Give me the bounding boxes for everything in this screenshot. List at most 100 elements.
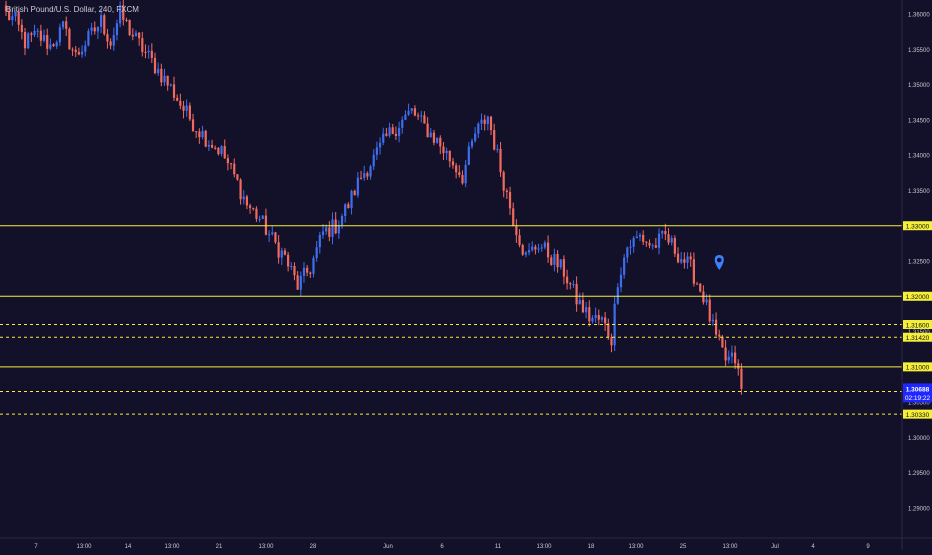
candle-body <box>52 44 55 47</box>
candle-body <box>109 41 112 46</box>
candle-body <box>426 123 429 138</box>
candle-body <box>138 32 141 39</box>
candle-body <box>730 352 734 357</box>
candle-body <box>359 177 363 179</box>
candle-body <box>461 174 464 184</box>
candle-body <box>474 133 477 141</box>
candle-body <box>673 238 676 254</box>
x-tick-label: 13:00 <box>258 544 274 550</box>
candle-body <box>163 75 166 83</box>
y-tick-label: 1.29500 <box>908 471 930 477</box>
candle-body <box>119 5 122 24</box>
candle-body <box>559 259 562 268</box>
price-axis[interactable]: 1.36000 1.35500 1.35000 1.34500 1.34000 1.335… <box>908 13 930 513</box>
last-price-label-bg <box>903 383 932 403</box>
candle-body <box>642 234 645 242</box>
candle-body <box>299 275 302 290</box>
candle-body <box>740 368 743 389</box>
candle-body <box>306 267 309 273</box>
last-price-label: 1.30688 <box>906 386 930 393</box>
candle-body <box>432 132 436 143</box>
candle-body <box>312 257 315 274</box>
candle-body <box>296 275 299 290</box>
candle-body <box>683 259 686 263</box>
candle-body <box>581 299 585 313</box>
candle-body <box>724 347 727 361</box>
candle-body <box>410 108 413 111</box>
candle-body <box>664 231 667 235</box>
candle-body <box>30 33 33 35</box>
candle-body <box>103 15 106 35</box>
candle-body <box>245 196 249 206</box>
candle-body <box>242 196 245 200</box>
candle-body <box>397 127 401 136</box>
horizontal-levels <box>0 225 902 415</box>
candle-body <box>236 174 239 180</box>
candle-body <box>540 247 543 249</box>
candle-body <box>49 44 52 49</box>
map-pin-hole <box>716 257 722 263</box>
candle-body <box>293 265 296 276</box>
y-tick-label: 1.30000 <box>908 436 930 442</box>
candle-body <box>429 132 432 138</box>
candle-body <box>55 42 58 47</box>
candle-body <box>248 205 252 208</box>
y-tick-label: 1.35500 <box>908 48 930 54</box>
candle-body <box>543 242 546 248</box>
candle-body <box>172 84 176 98</box>
candle-body <box>134 32 138 37</box>
x-tick-label: 28 <box>310 544 317 550</box>
candle-body <box>147 50 150 53</box>
candle-body <box>623 257 626 275</box>
candle-body <box>600 317 604 320</box>
candle-body <box>417 115 420 117</box>
candle-body <box>58 27 61 43</box>
y-tick-label: 1.30500 <box>908 401 930 407</box>
candle-body <box>661 231 664 234</box>
candle-body <box>226 158 229 164</box>
candle-body <box>207 144 210 147</box>
candle-body <box>210 144 214 148</box>
candle-body <box>315 247 318 258</box>
candle-body <box>578 299 581 305</box>
candle-body <box>239 179 242 200</box>
candle-body <box>458 172 461 175</box>
y-tick-label: 1.36000 <box>908 13 930 19</box>
candle-body <box>394 133 398 136</box>
candle-body <box>505 190 508 192</box>
candle-body <box>96 26 100 32</box>
candle-body <box>680 259 683 263</box>
level-label: 1.33000 <box>906 224 930 231</box>
candle-body <box>692 259 695 284</box>
time-axis[interactable]: 7 13:00 14 13:00 21 13:00 28 Jun 6 11 13:00 18 13:00… <box>34 544 870 550</box>
level-label: 1.32000 <box>906 294 930 301</box>
candle-body <box>493 129 496 150</box>
candle-body <box>486 116 489 125</box>
candle-body <box>280 250 283 258</box>
candle-body <box>420 115 423 117</box>
candle-body <box>287 254 290 267</box>
candle-body <box>61 21 65 28</box>
candle-body <box>8 11 11 20</box>
candle-body <box>274 232 277 243</box>
candle-body <box>689 256 692 260</box>
candle-body <box>527 250 531 253</box>
candle-body <box>331 219 334 237</box>
candle-body <box>499 148 502 173</box>
y-tick-label: 1.33500 <box>908 189 930 195</box>
x-tick-label: 13:00 <box>628 544 644 550</box>
level-label-bg <box>903 221 932 231</box>
x-tick-label: Jul <box>771 544 779 550</box>
candle-body <box>610 336 613 346</box>
x-tick-label: 13:00 <box>536 544 552 550</box>
candle-body <box>385 133 388 136</box>
candle-body <box>467 146 470 165</box>
candle-body <box>182 105 185 111</box>
candle-body <box>87 31 90 46</box>
candle-body <box>11 16 14 20</box>
candle-body <box>489 116 493 130</box>
candle-body <box>321 231 325 235</box>
candle-body <box>480 119 483 124</box>
